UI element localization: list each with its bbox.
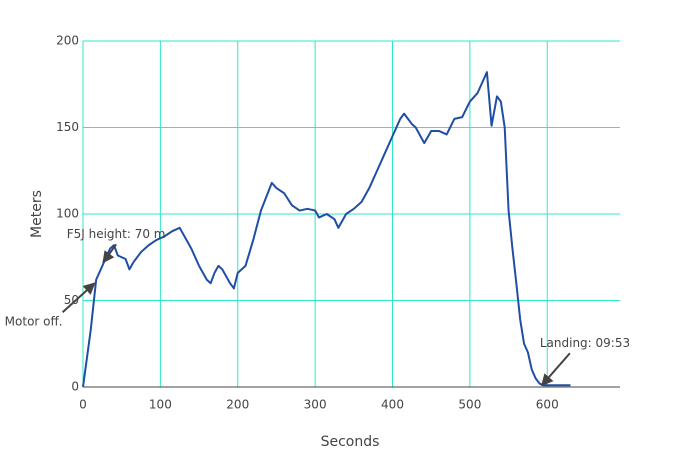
y-tick-label: 100 [56, 207, 79, 221]
x-tick-label: 100 [149, 398, 172, 412]
y-tick-label: 150 [56, 120, 79, 134]
annotation-arrow [541, 352, 571, 387]
annotation-text: F5J height: 70 m [67, 227, 166, 241]
annotation-text: Landing: 09:53 [540, 336, 630, 350]
x-tick-label: 600 [536, 398, 559, 412]
y-tick-label: 0 [71, 380, 79, 394]
x-tick-label: 0 [79, 398, 87, 412]
y-tick-label: 200 [56, 34, 79, 48]
x-tick-label: 400 [381, 398, 404, 412]
x-tick-label: 200 [226, 398, 249, 412]
annotation-arrow [61, 282, 96, 313]
x-axis-title: Seconds [321, 434, 380, 450]
x-tick-label: 500 [458, 398, 481, 412]
x-tick-label: 300 [304, 398, 327, 412]
data-line [82, 71, 571, 388]
y-axis-title: Meters [29, 190, 45, 238]
y-tick-label: 50 [64, 293, 79, 307]
annotation-arrow [102, 243, 117, 264]
annotation-text: Motor off. [5, 315, 63, 329]
